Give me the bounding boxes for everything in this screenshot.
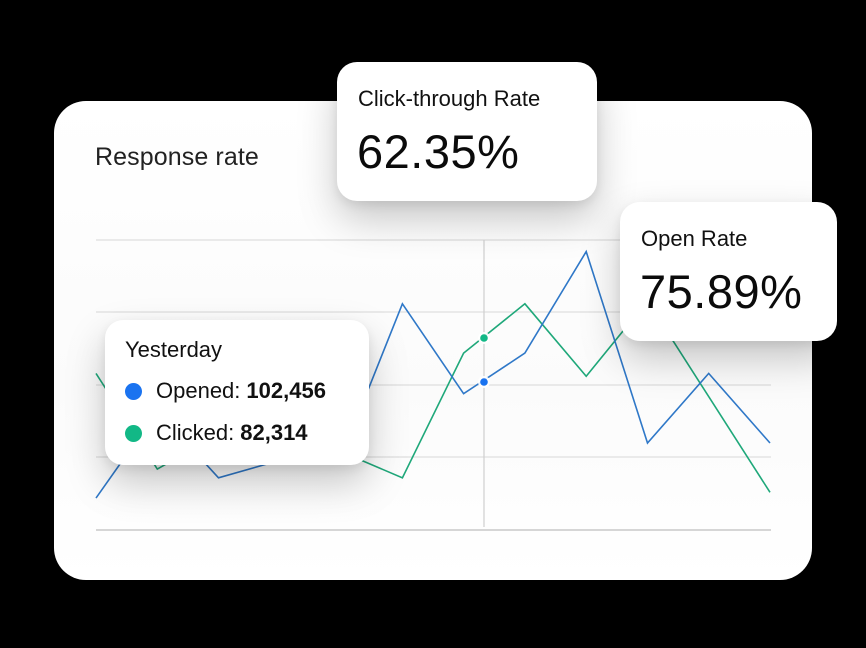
click-through-rate-card: Click-through Rate 62.35%: [337, 62, 597, 201]
open-rate-value: 75.89%: [640, 265, 803, 318]
tooltip-opened-value: 102,456: [246, 378, 326, 403]
tooltip-clicked-value: 82,314: [240, 420, 308, 445]
tooltip-title: Yesterday: [125, 337, 223, 362]
tooltip-opened-label: Opened:: [156, 378, 241, 403]
click-through-rate-value: 62.35%: [357, 125, 520, 178]
tooltip-row-opened: Opened: 102,456: [125, 378, 326, 404]
click-through-rate-label: Click-through Rate: [358, 86, 541, 111]
opened-series-line: [95, 249, 771, 499]
clicked-legend-dot-icon: [125, 424, 142, 442]
open-rate-card: Open Rate 75.89%: [620, 202, 837, 341]
opened-hover-dot: [480, 378, 488, 386]
card-title: Response rate: [95, 143, 259, 171]
tooltip-clicked-label: Clicked:: [156, 420, 235, 445]
clicked-hover-dot: [480, 334, 488, 342]
tooltip-row-clicked: Clicked: 82,314: [125, 420, 308, 446]
opened-legend-dot-icon: [125, 382, 142, 400]
chart-tooltip: Yesterday Opened: 102,456 Clicked: 82,31…: [105, 320, 369, 465]
open-rate-label: Open Rate: [641, 226, 748, 251]
